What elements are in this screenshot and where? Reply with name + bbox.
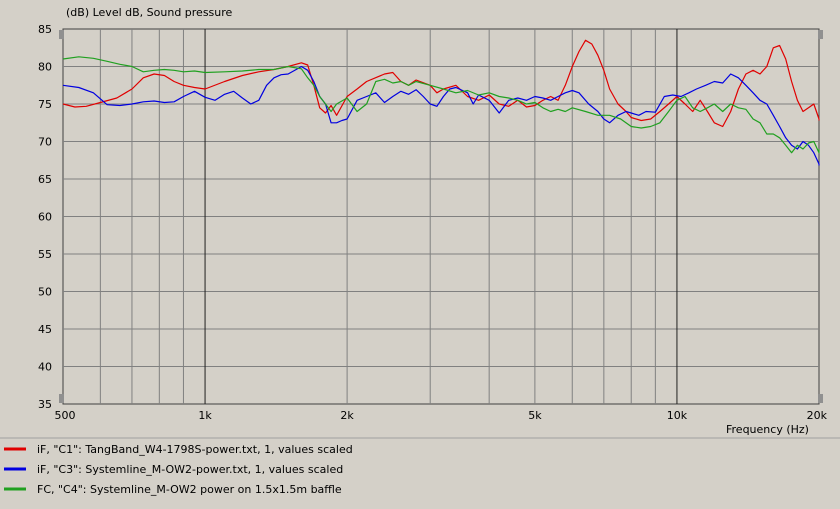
- x-axis-label: Frequency (Hz): [726, 423, 809, 436]
- x-tick-label: 500: [55, 409, 76, 422]
- x-tick-label: 1k: [198, 409, 212, 422]
- y-tick-label: 85: [38, 23, 52, 36]
- y-tick-label: 60: [38, 211, 52, 224]
- y-tick-label: 40: [38, 361, 52, 374]
- scroll-handle-right-bottom[interactable]: [818, 394, 823, 403]
- y-tick-label: 45: [38, 323, 52, 336]
- x-tick-label: 20k: [807, 409, 828, 422]
- grid-lines: [63, 29, 819, 404]
- y-tick-label: 35: [38, 398, 52, 411]
- y-tick-label: 55: [38, 248, 52, 261]
- scroll-handle-left-top[interactable]: [59, 30, 64, 39]
- y-axis-tick-labels: 35 40 45 50 55 60 65 70 75 80 85: [38, 23, 52, 411]
- x-tick-label: 2k: [340, 409, 354, 422]
- y-tick-label: 65: [38, 173, 52, 186]
- scroll-handle-left-bottom[interactable]: [59, 394, 64, 403]
- x-tick-label: 5k: [528, 409, 542, 422]
- series-line-3: [62, 56, 820, 154]
- x-tick-label: 10k: [667, 409, 688, 422]
- legend-label-3: FC, "C4": Systemline_M-OW2 power on 1.5x…: [37, 483, 342, 496]
- series-line-2: [62, 65, 820, 166]
- scroll-handle-right-top[interactable]: [818, 30, 823, 39]
- x-axis-tick-labels: 500 1k 2k 5k 10k 20k: [55, 409, 828, 422]
- legend-label-1: iF, "C1": TangBand_W4-1798S-power.txt, 1…: [37, 443, 353, 456]
- series-line-1: [62, 39, 820, 128]
- chart-title: (dB) Level dB, Sound pressure: [66, 6, 233, 19]
- legend-label-2: iF, "C3": Systemline_M-OW2-power.txt, 1,…: [37, 463, 343, 476]
- y-tick-label: 75: [38, 98, 52, 111]
- legend: iF, "C1": TangBand_W4-1798S-power.txt, 1…: [4, 443, 353, 496]
- series-lines: [62, 39, 820, 166]
- y-tick-label: 70: [38, 136, 52, 149]
- y-tick-label: 80: [38, 61, 52, 74]
- y-tick-label: 50: [38, 286, 52, 299]
